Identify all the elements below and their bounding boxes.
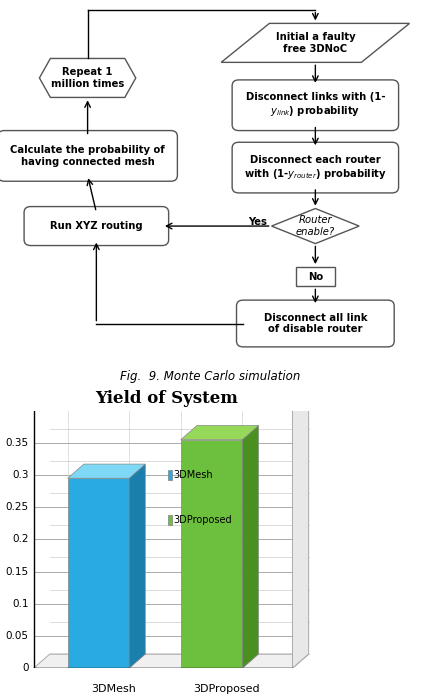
FancyBboxPatch shape bbox=[24, 207, 169, 246]
Text: Calculate the probability of
having connected mesh: Calculate the probability of having conn… bbox=[10, 145, 165, 167]
Text: Initial a faulty
free 3DNoC: Initial a faulty free 3DNoC bbox=[276, 32, 355, 54]
Text: 0.1: 0.1 bbox=[12, 599, 29, 609]
Bar bbox=[168, 470, 172, 480]
Bar bbox=[296, 267, 335, 287]
Bar bbox=[168, 515, 172, 525]
Text: Yes: Yes bbox=[248, 217, 267, 227]
Polygon shape bbox=[34, 654, 309, 668]
Text: 3DProposed: 3DProposed bbox=[173, 515, 232, 525]
Text: 3DMesh: 3DMesh bbox=[91, 684, 136, 694]
Text: Disconnect all link
of disable router: Disconnect all link of disable router bbox=[264, 313, 367, 334]
Text: 0.25: 0.25 bbox=[6, 503, 29, 512]
Text: 0.35: 0.35 bbox=[6, 438, 29, 448]
Text: 3DProposed: 3DProposed bbox=[194, 684, 260, 694]
Polygon shape bbox=[293, 397, 309, 668]
Polygon shape bbox=[181, 654, 258, 668]
Text: 0.3: 0.3 bbox=[12, 470, 29, 480]
Text: No: No bbox=[308, 271, 323, 282]
Polygon shape bbox=[242, 425, 258, 668]
Text: Run XYZ routing: Run XYZ routing bbox=[50, 221, 143, 231]
Polygon shape bbox=[272, 209, 359, 244]
FancyBboxPatch shape bbox=[237, 300, 394, 347]
Text: Fig.  9. Monte Carlo simulation: Fig. 9. Monte Carlo simulation bbox=[120, 370, 300, 383]
Text: Disconnect each router
with (1-$y_{router}$) probability: Disconnect each router with (1-$y_{route… bbox=[244, 155, 387, 180]
Text: 3DMesh: 3DMesh bbox=[173, 470, 213, 480]
Polygon shape bbox=[181, 425, 258, 440]
Text: Router
enable?: Router enable? bbox=[296, 215, 335, 237]
Text: 0.15: 0.15 bbox=[6, 567, 29, 576]
Polygon shape bbox=[39, 58, 136, 97]
Polygon shape bbox=[67, 464, 145, 478]
Text: 0.05: 0.05 bbox=[6, 631, 29, 641]
FancyBboxPatch shape bbox=[232, 142, 399, 193]
Bar bbox=[181, 440, 242, 668]
Text: Yield of System: Yield of System bbox=[95, 390, 238, 407]
Polygon shape bbox=[221, 24, 410, 63]
Text: Repeat 1
million times: Repeat 1 million times bbox=[51, 67, 124, 89]
FancyBboxPatch shape bbox=[0, 131, 177, 181]
Text: 0: 0 bbox=[22, 663, 29, 673]
Polygon shape bbox=[67, 654, 145, 668]
FancyBboxPatch shape bbox=[232, 80, 399, 131]
Text: 0.2: 0.2 bbox=[12, 535, 29, 544]
Bar bbox=[67, 478, 129, 668]
Text: Disconnect links with (1-
$y_{link}$) probability: Disconnect links with (1- $y_{link}$) pr… bbox=[246, 93, 385, 118]
Polygon shape bbox=[129, 464, 145, 668]
